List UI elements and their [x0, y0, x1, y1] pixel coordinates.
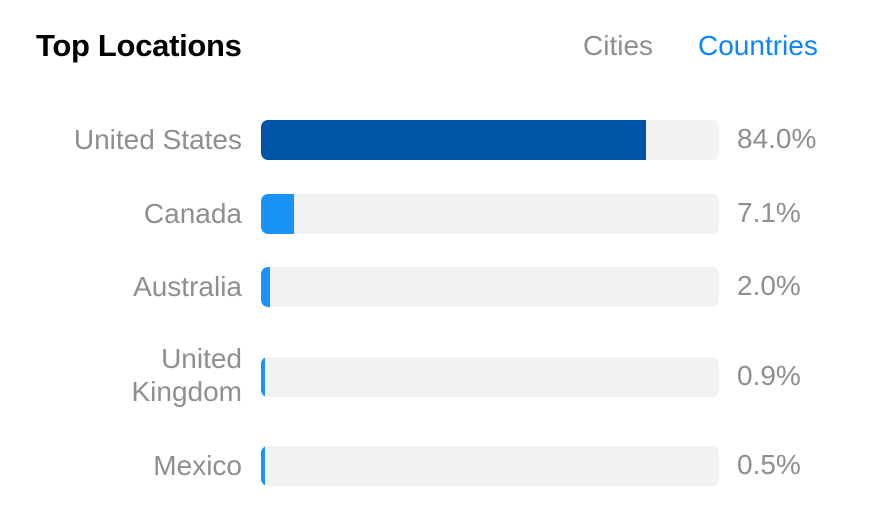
location-label: United States [73, 124, 242, 155]
bar-fill-mexico [261, 446, 265, 486]
percentage-value: 84.0% [737, 123, 817, 154]
location-label: United Kingdom [131, 343, 242, 407]
percentage-value: 0.9% [737, 360, 801, 391]
location-label: Mexico [153, 450, 242, 481]
location-label: Canada [143, 198, 242, 229]
bar-track [261, 357, 719, 397]
bar-track [261, 120, 719, 160]
bar-fill-canada [261, 194, 294, 234]
location-label: Australia [133, 271, 242, 302]
tab-countries[interactable]: Countries [698, 30, 818, 61]
bar-fill-united-states [261, 120, 646, 160]
page-title: Top Locations [36, 28, 242, 63]
bar-track [261, 446, 719, 486]
bar-track [261, 267, 719, 307]
tab-cities[interactable]: Cities [583, 30, 654, 61]
percentage-value: 0.5% [737, 449, 801, 480]
percentage-value: 2.0% [737, 270, 801, 301]
bar-track [261, 194, 719, 234]
percentage-value: 7.1% [737, 197, 801, 228]
bar-fill-united-kingdom [261, 357, 266, 397]
bar-fill-australia [261, 267, 271, 307]
